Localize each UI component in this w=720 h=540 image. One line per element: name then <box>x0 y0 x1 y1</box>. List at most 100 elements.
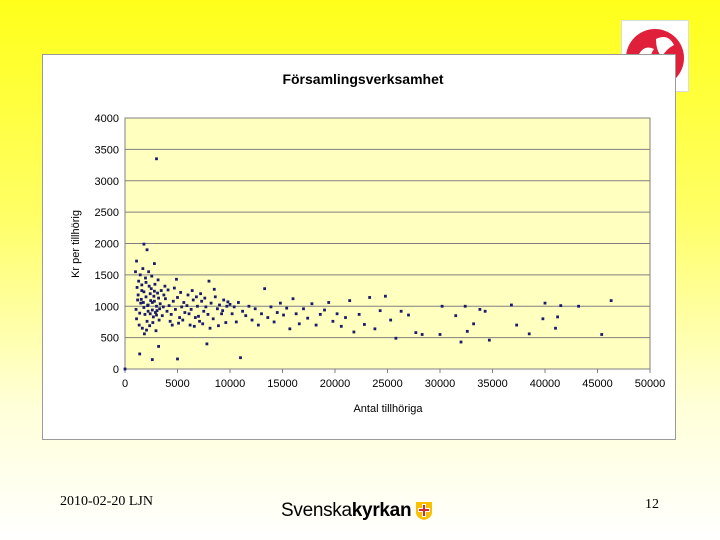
data-point <box>212 287 216 291</box>
data-point <box>142 290 146 294</box>
data-point <box>306 316 310 320</box>
data-point <box>201 322 205 326</box>
data-point-outlier <box>138 352 142 356</box>
data-point <box>140 283 144 287</box>
y-tick-label: 2000 <box>95 239 119 251</box>
data-point <box>250 318 254 322</box>
data-point <box>171 299 175 303</box>
data-point <box>510 303 513 307</box>
data-point <box>220 312 223 316</box>
data-point <box>241 309 244 313</box>
data-point <box>253 307 257 311</box>
data-point <box>140 289 144 292</box>
data-point <box>279 301 282 305</box>
data-point <box>478 307 482 311</box>
y-tick-label: 3500 <box>95 144 119 156</box>
data-point <box>394 336 398 340</box>
brand-word-2: kyrkan <box>351 500 412 521</box>
data-point <box>139 301 143 305</box>
data-point <box>141 301 145 304</box>
data-point <box>153 289 156 293</box>
data-point <box>145 319 149 323</box>
data-point <box>163 284 167 288</box>
data-point <box>149 299 153 303</box>
data-point <box>237 301 240 304</box>
data-point <box>148 292 152 296</box>
data-point <box>153 299 156 303</box>
data-point <box>352 330 356 334</box>
data-point <box>195 295 198 299</box>
data-point <box>144 276 147 280</box>
data-point <box>172 286 176 290</box>
data-point <box>182 301 186 304</box>
data-point <box>159 289 163 292</box>
data-point <box>144 281 148 284</box>
data-point <box>414 331 418 335</box>
data-point <box>389 318 393 322</box>
data-point <box>247 304 251 308</box>
data-point <box>527 332 531 336</box>
data-point <box>226 300 230 304</box>
y-axis-label: Kr per tillhörig <box>70 210 82 278</box>
data-point <box>344 316 347 319</box>
data-point <box>294 312 298 316</box>
data-point <box>166 288 170 292</box>
data-point <box>188 323 192 327</box>
data-point <box>363 323 366 326</box>
data-point <box>282 313 285 317</box>
data-point <box>288 327 292 331</box>
scatter-chart: Församlingsverksamhet 0 500 1000 1500 2000 25… <box>70 71 665 415</box>
data-point <box>199 292 202 296</box>
data-point <box>323 308 326 312</box>
data-point <box>272 320 276 324</box>
data-point <box>151 321 155 324</box>
data-point <box>167 304 171 308</box>
x-tick-label: 5000 <box>165 378 189 390</box>
data-point <box>145 328 148 332</box>
brand-word-1: Svenska <box>281 500 352 521</box>
data-point <box>155 304 158 308</box>
data-point <box>318 313 322 316</box>
data-point <box>216 307 219 311</box>
data-point <box>234 320 238 324</box>
data-point <box>179 291 183 294</box>
data-point <box>221 309 225 313</box>
data-point <box>554 326 557 330</box>
data-point <box>407 313 410 317</box>
data-point <box>136 298 139 302</box>
data-point <box>225 304 229 308</box>
data-point <box>177 321 180 325</box>
data-point <box>327 301 331 304</box>
data-point <box>135 317 138 321</box>
data-point <box>487 338 491 342</box>
data-point <box>348 299 352 303</box>
x-tick-label: 0 <box>122 378 128 390</box>
data-point <box>185 304 189 308</box>
data-point-outlier <box>205 342 209 346</box>
data-point <box>266 316 270 319</box>
data-point <box>170 323 174 327</box>
data-point <box>269 305 273 309</box>
data-point <box>368 296 372 299</box>
y-tick-label: 0 <box>113 364 119 376</box>
data-point <box>138 311 142 315</box>
data-point <box>174 307 177 311</box>
data-point <box>150 308 154 312</box>
data-point <box>438 333 442 336</box>
data-point <box>244 314 248 318</box>
data-point <box>256 323 260 327</box>
data-point <box>140 326 144 330</box>
data-point-outlier <box>155 157 158 161</box>
data-point-outlier <box>123 367 127 371</box>
y-tick-label: 4000 <box>95 113 119 125</box>
x-tick-label: 30000 <box>425 378 456 390</box>
data-point <box>197 314 200 318</box>
data-point <box>228 302 232 306</box>
data-point <box>134 307 138 311</box>
data-point <box>134 270 137 274</box>
data-point <box>222 298 226 302</box>
data-point <box>137 323 141 327</box>
x-tick-label: 35000 <box>477 378 508 390</box>
data-point <box>297 322 301 326</box>
y-tick-label: 1500 <box>95 270 119 282</box>
